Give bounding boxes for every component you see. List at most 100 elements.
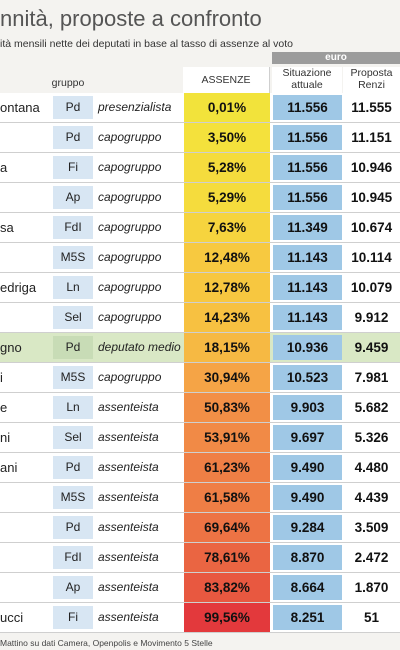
absence-rate: 53,91% [184,423,270,452]
deputy-role: assenteista [98,400,159,414]
party-badge: Ap [53,186,93,209]
party-badge: Pd [53,456,93,479]
deputy-name: ontana [0,100,40,115]
proposed-allowance: 10.114 [351,250,392,265]
euro-label: euro [272,52,400,64]
table-row: Pd assenteista 69,64% 9.284 3.509 [0,513,400,543]
comparison-table: ontana Pd presenzialista 0,01% 11.556 11.555 P… [0,93,400,633]
proposed-allowance: 7.981 [354,370,389,385]
party-badge: FdI [53,216,93,239]
current-allowance: 11.349 [273,215,342,240]
absence-rate: 18,15% [184,333,270,362]
deputy-name: ani [0,460,18,475]
absence-rate: 61,58% [184,483,270,512]
party-badge: Sel [53,426,93,449]
proposed-allowance: 10.079 [350,280,393,295]
table-row: Pd capogruppo 3,50% 11.556 11.151 [0,123,400,153]
proposed-allowance: 10.945 [350,190,393,205]
absence-rate: 5,29% [184,183,270,212]
page-title: nnità, proposte a confronto [0,6,262,31]
current-allowance: 10.936 [273,335,342,360]
deputy-role: capogruppo [98,190,162,204]
proposed-allowance: 11.555 [351,100,392,115]
table-row: Sel capogruppo 14,23% 11.143 9.912 [0,303,400,333]
deputy-name [0,513,50,542]
deputy-role: assenteista [98,550,159,564]
absence-rate: 30,94% [184,363,270,392]
deputy-name: a [0,160,8,175]
table-row: ucci Fi assenteista 99,56% 8.251 51 [0,603,400,633]
current-allowance: 9.490 [273,455,342,480]
deputy-name: e [0,400,8,415]
current-allowance: 11.556 [273,155,342,180]
absence-rate: 50,83% [184,393,270,422]
deputy-name [0,543,50,572]
current-allowance: 11.143 [273,245,342,270]
deputy-name: sa [0,220,14,235]
source-note: Mattino su dati Camera, Openpolis e Movi… [0,638,213,648]
proposed-allowance: 5.326 [354,430,389,445]
deputy-role: assenteista [98,460,159,474]
party-badge: Sel [53,306,93,329]
deputy-role: capogruppo [98,370,162,384]
proposed-allowance: 2.472 [354,550,389,565]
table-row: e Ln assenteista 50,83% 9.903 5.682 [0,393,400,423]
current-allowance: 9.284 [273,515,342,540]
absence-rate: 69,64% [184,513,270,542]
party-badge: Pd [53,126,93,149]
deputy-role: assenteista [98,430,159,444]
absence-rate: 5,28% [184,153,270,182]
table-row: i M5S capogruppo 30,94% 10.523 7.981 [0,363,400,393]
party-badge: Pd [53,96,93,119]
table-row: ontana Pd presenzialista 0,01% 11.556 11.555 [0,93,400,123]
header-proposta: Proposta Renzi [343,67,400,93]
absence-rate: 7,63% [184,213,270,242]
current-allowance: 8.251 [273,605,342,630]
deputy-role: capogruppo [98,220,162,234]
proposed-allowance: 3.509 [354,520,389,535]
deputy-role: assenteista [98,610,159,624]
table-row: ni Sel assenteista 53,91% 9.697 5.326 [0,423,400,453]
deputy-role: capogruppo [98,250,162,264]
current-allowance: 9.903 [273,395,342,420]
current-allowance: 10.523 [273,365,342,390]
deputy-name [0,123,50,152]
deputy-role: assenteista [98,490,159,504]
current-allowance: 9.490 [273,485,342,510]
party-badge: M5S [53,246,93,269]
table-row: M5S capogruppo 12,48% 11.143 10.114 [0,243,400,273]
absence-rate: 14,23% [184,303,270,332]
table-row: ani Pd assenteista 61,23% 9.490 4.480 [0,453,400,483]
current-allowance: 11.143 [273,275,342,300]
current-allowance: 11.143 [273,305,342,330]
party-badge: Fi [53,156,93,179]
proposed-allowance: 9.912 [354,310,389,325]
party-badge: Ln [53,276,93,299]
deputy-role: deputato medio [98,340,181,354]
proposed-allowance: 10.674 [350,220,393,235]
party-badge: FdI [53,546,93,569]
party-badge: Pd [53,516,93,539]
deputy-name: i [0,370,3,385]
party-badge: Ap [53,576,93,599]
absence-rate: 61,23% [184,453,270,482]
deputy-role: capogruppo [98,280,162,294]
deputy-name [0,183,50,212]
deputy-name: ucci [0,610,24,625]
deputy-role: capogruppo [98,310,162,324]
party-badge: Pd [53,336,93,359]
absence-rate: 12,48% [184,243,270,272]
table-row: gno Pd deputato medio 18,15% 10.936 9.459 [0,333,400,363]
absence-rate: 3,50% [184,123,270,152]
deputy-name: edriga [0,280,37,295]
party-badge: Fi [53,606,93,629]
proposed-allowance: 51 [363,610,380,625]
table-row: Ap assenteista 83,82% 8.664 1.870 [0,573,400,603]
absence-rate: 83,82% [184,573,270,602]
party-badge: M5S [53,366,93,389]
deputy-role: assenteista [98,580,159,594]
header-assenze: ASSENZE [183,67,270,93]
proposed-allowance: 11.151 [351,130,392,145]
deputy-role: assenteista [98,520,159,534]
header-gruppo: gruppo [51,77,85,89]
